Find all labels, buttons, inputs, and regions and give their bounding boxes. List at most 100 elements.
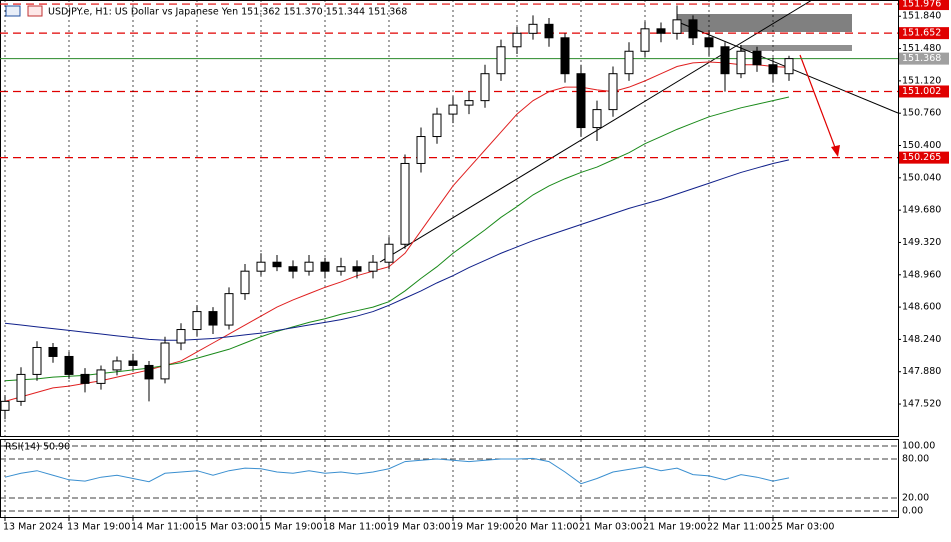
candle-body xyxy=(368,261,378,272)
level-tag xyxy=(899,0,949,11)
candle-body xyxy=(768,64,778,75)
candle-body xyxy=(160,342,170,380)
x-tick-label: 15 Mar 19:00 xyxy=(259,522,322,533)
candle-body xyxy=(288,266,298,272)
x-tick-label: 19 Mar 03:00 xyxy=(387,522,450,533)
candle-body xyxy=(176,329,186,344)
candle-body xyxy=(272,261,282,268)
y-tick-label: 151.840 xyxy=(902,11,941,22)
arrow-head xyxy=(831,145,840,157)
level-label: 150.265 xyxy=(902,152,941,163)
y-tick-label: 80.00 xyxy=(902,454,929,465)
level-label: 151.976 xyxy=(902,0,941,10)
y-tick-label: 100.00 xyxy=(902,441,935,452)
moving-average xyxy=(4,96,790,382)
x-tick-label: 18 Mar 11:00 xyxy=(323,522,386,533)
candle-body xyxy=(192,311,202,331)
candle-body xyxy=(112,360,122,371)
candle-body xyxy=(640,28,650,52)
trendline xyxy=(379,0,813,263)
candle-body xyxy=(448,104,458,115)
moving-average xyxy=(4,61,790,402)
rsi-title: RSI(14) 50.90 xyxy=(5,442,70,453)
main-frame xyxy=(0,0,899,437)
x-tick-label: 13 Mar 19:00 xyxy=(67,522,130,533)
y-tick-label: 147.520 xyxy=(902,399,941,410)
candle-body xyxy=(336,266,346,272)
icon xyxy=(5,5,21,17)
current-price-label: 151.368 xyxy=(902,53,941,64)
level-tag xyxy=(899,151,949,164)
x-tick-label: 13 Mar 2024 xyxy=(3,522,63,533)
x-tick-label: 15 Mar 03:00 xyxy=(195,522,258,533)
candle-body xyxy=(0,400,10,411)
candle-body xyxy=(224,293,234,326)
candle-body xyxy=(784,58,794,75)
candle-body xyxy=(544,23,554,39)
y-tick-label: 147.880 xyxy=(902,366,941,377)
x-tick-label: 19 Mar 19:00 xyxy=(451,522,514,533)
candle-body xyxy=(624,50,634,75)
y-tick-label: 148.600 xyxy=(902,302,941,313)
candle-body xyxy=(208,311,218,326)
candle-body xyxy=(496,46,506,75)
candle-body xyxy=(752,50,762,66)
candle-body xyxy=(464,100,474,106)
x-tick-label: 20 Mar 11:00 xyxy=(515,522,578,533)
x-tick-label: 25 Mar 03:00 xyxy=(771,522,834,533)
candle-body xyxy=(16,373,26,402)
candle-body xyxy=(400,162,410,245)
candle-body xyxy=(32,346,42,375)
candle-body xyxy=(704,37,714,48)
chart-title: USDJPY.e, H1: US Dollar vs Japanese Yen … xyxy=(48,7,407,18)
y-tick-label: 150.760 xyxy=(902,108,941,119)
candle-body xyxy=(480,73,490,102)
x-tick-label: 21 Mar 03:00 xyxy=(579,522,642,533)
y-tick-label: 149.680 xyxy=(902,205,941,216)
candle-body xyxy=(672,19,682,34)
y-tick-label: 151.120 xyxy=(902,75,941,86)
candle-body xyxy=(48,346,58,357)
current-price-tag xyxy=(899,52,949,65)
drawings xyxy=(0,0,899,263)
arrow xyxy=(799,54,837,151)
level-tag xyxy=(899,85,949,98)
candle-body xyxy=(688,19,698,39)
x-tick-label: 22 Mar 11:00 xyxy=(707,522,770,533)
y-tick-label: 0.00 xyxy=(902,506,923,517)
candle-body xyxy=(560,37,570,75)
candle-body xyxy=(304,261,314,272)
candle-body xyxy=(144,364,154,380)
moving-average xyxy=(4,159,790,341)
zone xyxy=(740,45,852,51)
candle-body xyxy=(720,46,730,75)
candle-body xyxy=(384,243,394,263)
candle-body xyxy=(736,50,746,75)
candle-body xyxy=(528,23,538,34)
candle-body xyxy=(128,360,138,366)
level-tag xyxy=(899,27,949,40)
y-tick-label: 150.400 xyxy=(902,140,941,151)
candle-body xyxy=(512,32,522,48)
candle-body xyxy=(80,373,90,384)
x-tick-label: 14 Mar 11:00 xyxy=(131,522,194,533)
y-tick-label: 20.00 xyxy=(902,493,929,504)
y-tick-label: 148.960 xyxy=(902,269,941,280)
level-label: 151.652 xyxy=(902,28,941,39)
candle-body xyxy=(416,136,426,164)
icon xyxy=(27,5,43,17)
candle-body xyxy=(592,109,602,129)
candle-body xyxy=(608,73,618,111)
candle-body xyxy=(96,369,106,384)
y-tick-label: 150.040 xyxy=(902,172,941,183)
y-tick-label: 151.480 xyxy=(902,43,941,54)
zone xyxy=(677,14,852,32)
rsi-line xyxy=(4,457,790,485)
y-tick-label: 148.240 xyxy=(902,334,941,345)
rsi-frame xyxy=(0,439,899,518)
candle-body xyxy=(352,266,362,272)
candle-body xyxy=(64,355,74,375)
candle-body xyxy=(320,261,330,272)
candle-body xyxy=(656,28,666,34)
